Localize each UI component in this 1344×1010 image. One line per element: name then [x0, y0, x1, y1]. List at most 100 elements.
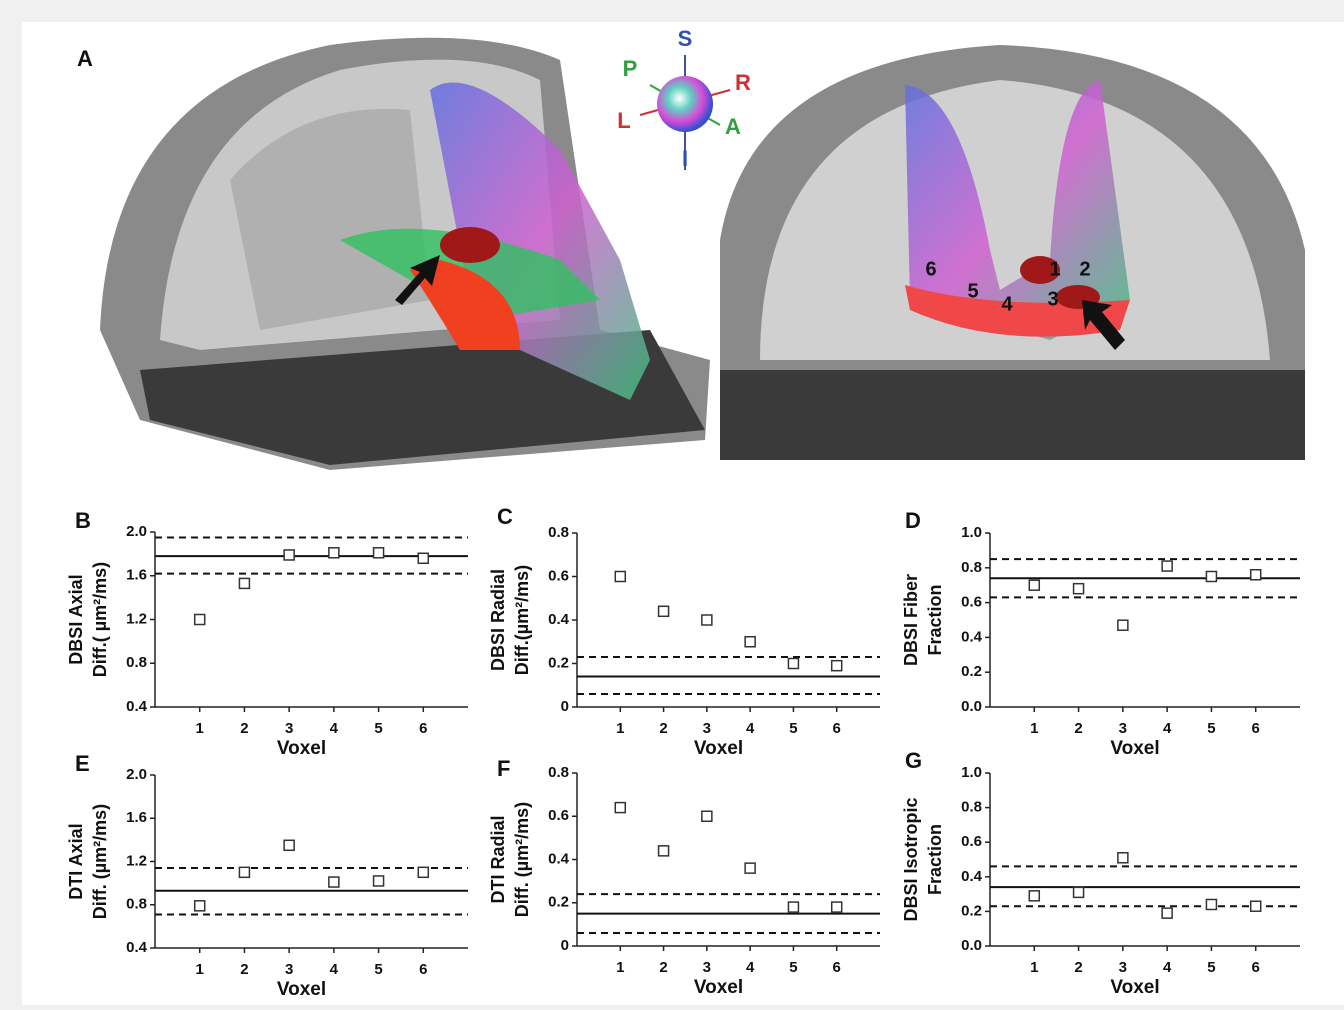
data-point: [615, 803, 625, 813]
data-point: [239, 867, 249, 877]
y-tick-label: 0.6: [961, 833, 982, 850]
orientation-label: L: [617, 108, 630, 133]
x-axis-label: Voxel: [277, 738, 326, 759]
y-tick-label: 0.4: [961, 628, 983, 645]
y-tick-label: 0.8: [961, 559, 982, 576]
x-tick-label: 6: [419, 961, 427, 978]
data-point: [374, 548, 384, 558]
data-point: [832, 902, 842, 912]
y-tick-label: 0.8: [548, 524, 569, 541]
data-point: [702, 811, 712, 821]
x-tick-label: 1: [1030, 720, 1038, 737]
y-tick-label: 0.4: [548, 850, 570, 867]
orientation-label: P: [623, 56, 638, 81]
data-point: [1251, 901, 1261, 911]
data-point: [745, 863, 755, 873]
data-point: [745, 637, 755, 647]
panel-label: E: [75, 751, 90, 776]
y-tick-label: 0.4: [126, 939, 148, 956]
y-tick-label: 0.0: [961, 937, 982, 954]
y-tick-label: 0.4: [548, 611, 570, 628]
x-tick-label: 4: [746, 959, 755, 976]
x-tick-label: 2: [1074, 720, 1082, 737]
data-point: [374, 876, 384, 886]
x-tick-label: 1: [616, 959, 624, 976]
y-axis-label: Fraction: [925, 584, 945, 655]
y-axis-label: DBSI Isotropic: [901, 797, 921, 921]
y-tick-label: 0.8: [126, 896, 147, 913]
y-tick-label: 2.0: [126, 766, 147, 783]
x-tick-label: 1: [196, 720, 204, 737]
voxel-number: 1: [1049, 258, 1060, 280]
x-tick-label: 4: [1163, 720, 1172, 737]
x-tick-label: 3: [703, 720, 711, 737]
voxel-number: 6: [925, 258, 936, 280]
x-tick-label: 5: [1207, 720, 1215, 737]
voxel-number: 4: [1001, 293, 1013, 315]
data-point: [195, 901, 205, 911]
y-tick-label: 0.2: [548, 894, 569, 911]
x-axis-label: Voxel: [694, 977, 743, 998]
data-point: [659, 846, 669, 856]
data-point: [1074, 584, 1084, 594]
x-tick-label: 1: [1030, 959, 1038, 976]
x-tick-label: 3: [1119, 959, 1127, 976]
y-tick-label: 0: [561, 937, 569, 954]
x-tick-label: 1: [196, 961, 204, 978]
panel-label: F: [497, 756, 510, 781]
data-point: [615, 572, 625, 582]
data-point: [239, 578, 249, 588]
y-axis-label: Diff.( µm²/ms): [90, 562, 110, 677]
data-point: [832, 661, 842, 671]
orientation-label: I: [682, 146, 688, 171]
x-tick-label: 5: [789, 959, 797, 976]
x-tick-label: 5: [1207, 959, 1215, 976]
y-tick-label: 0.6: [961, 594, 982, 611]
y-tick-label: 0.6: [548, 807, 569, 824]
y-tick-label: 1.6: [126, 567, 147, 584]
data-point: [788, 659, 798, 669]
y-tick-label: 1.6: [126, 809, 147, 826]
panel-label: A: [77, 46, 93, 71]
y-tick-label: 0.2: [961, 902, 982, 919]
orientation-label: S: [678, 26, 693, 51]
data-point: [1118, 620, 1128, 630]
y-tick-label: 0.2: [548, 654, 569, 671]
y-tick-label: 1.2: [126, 610, 147, 627]
data-point: [284, 840, 294, 850]
data-point: [1251, 570, 1261, 580]
y-axis-label: Fraction: [925, 824, 945, 895]
data-point: [1162, 908, 1172, 918]
data-point: [788, 902, 798, 912]
data-point: [284, 550, 294, 560]
data-point: [1029, 891, 1039, 901]
data-point: [418, 867, 428, 877]
data-point: [702, 615, 712, 625]
y-tick-label: 0.6: [548, 567, 569, 584]
y-axis-label: DBSI Fiber: [901, 574, 921, 666]
x-tick-label: 4: [746, 720, 755, 737]
x-tick-label: 6: [1252, 720, 1260, 737]
x-axis-label: Voxel: [1110, 977, 1159, 998]
x-tick-label: 5: [374, 961, 382, 978]
data-point: [195, 615, 205, 625]
x-tick-label: 5: [374, 720, 382, 737]
y-tick-label: 0.8: [961, 799, 982, 816]
y-axis-label: DBSI Radial: [488, 569, 508, 671]
x-tick-label: 2: [659, 959, 667, 976]
y-tick-label: 1.0: [961, 764, 982, 781]
y-axis-label: Diff. (µm²/ms): [512, 802, 532, 917]
orientation-label: A: [725, 114, 741, 139]
voxel-number: 5: [967, 280, 978, 302]
y-axis-label: DTI Axial: [66, 823, 86, 899]
x-tick-label: 5: [789, 720, 797, 737]
y-tick-label: 1.0: [961, 524, 982, 541]
data-point: [418, 553, 428, 563]
x-tick-label: 2: [1074, 959, 1082, 976]
x-tick-label: 2: [240, 961, 248, 978]
y-axis-label: DBSI Axial: [66, 574, 86, 664]
x-tick-label: 6: [833, 959, 841, 976]
x-axis-label: Voxel: [1110, 738, 1159, 759]
y-axis-label: DTI Radial: [488, 815, 508, 903]
x-axis-label: Voxel: [694, 738, 743, 759]
